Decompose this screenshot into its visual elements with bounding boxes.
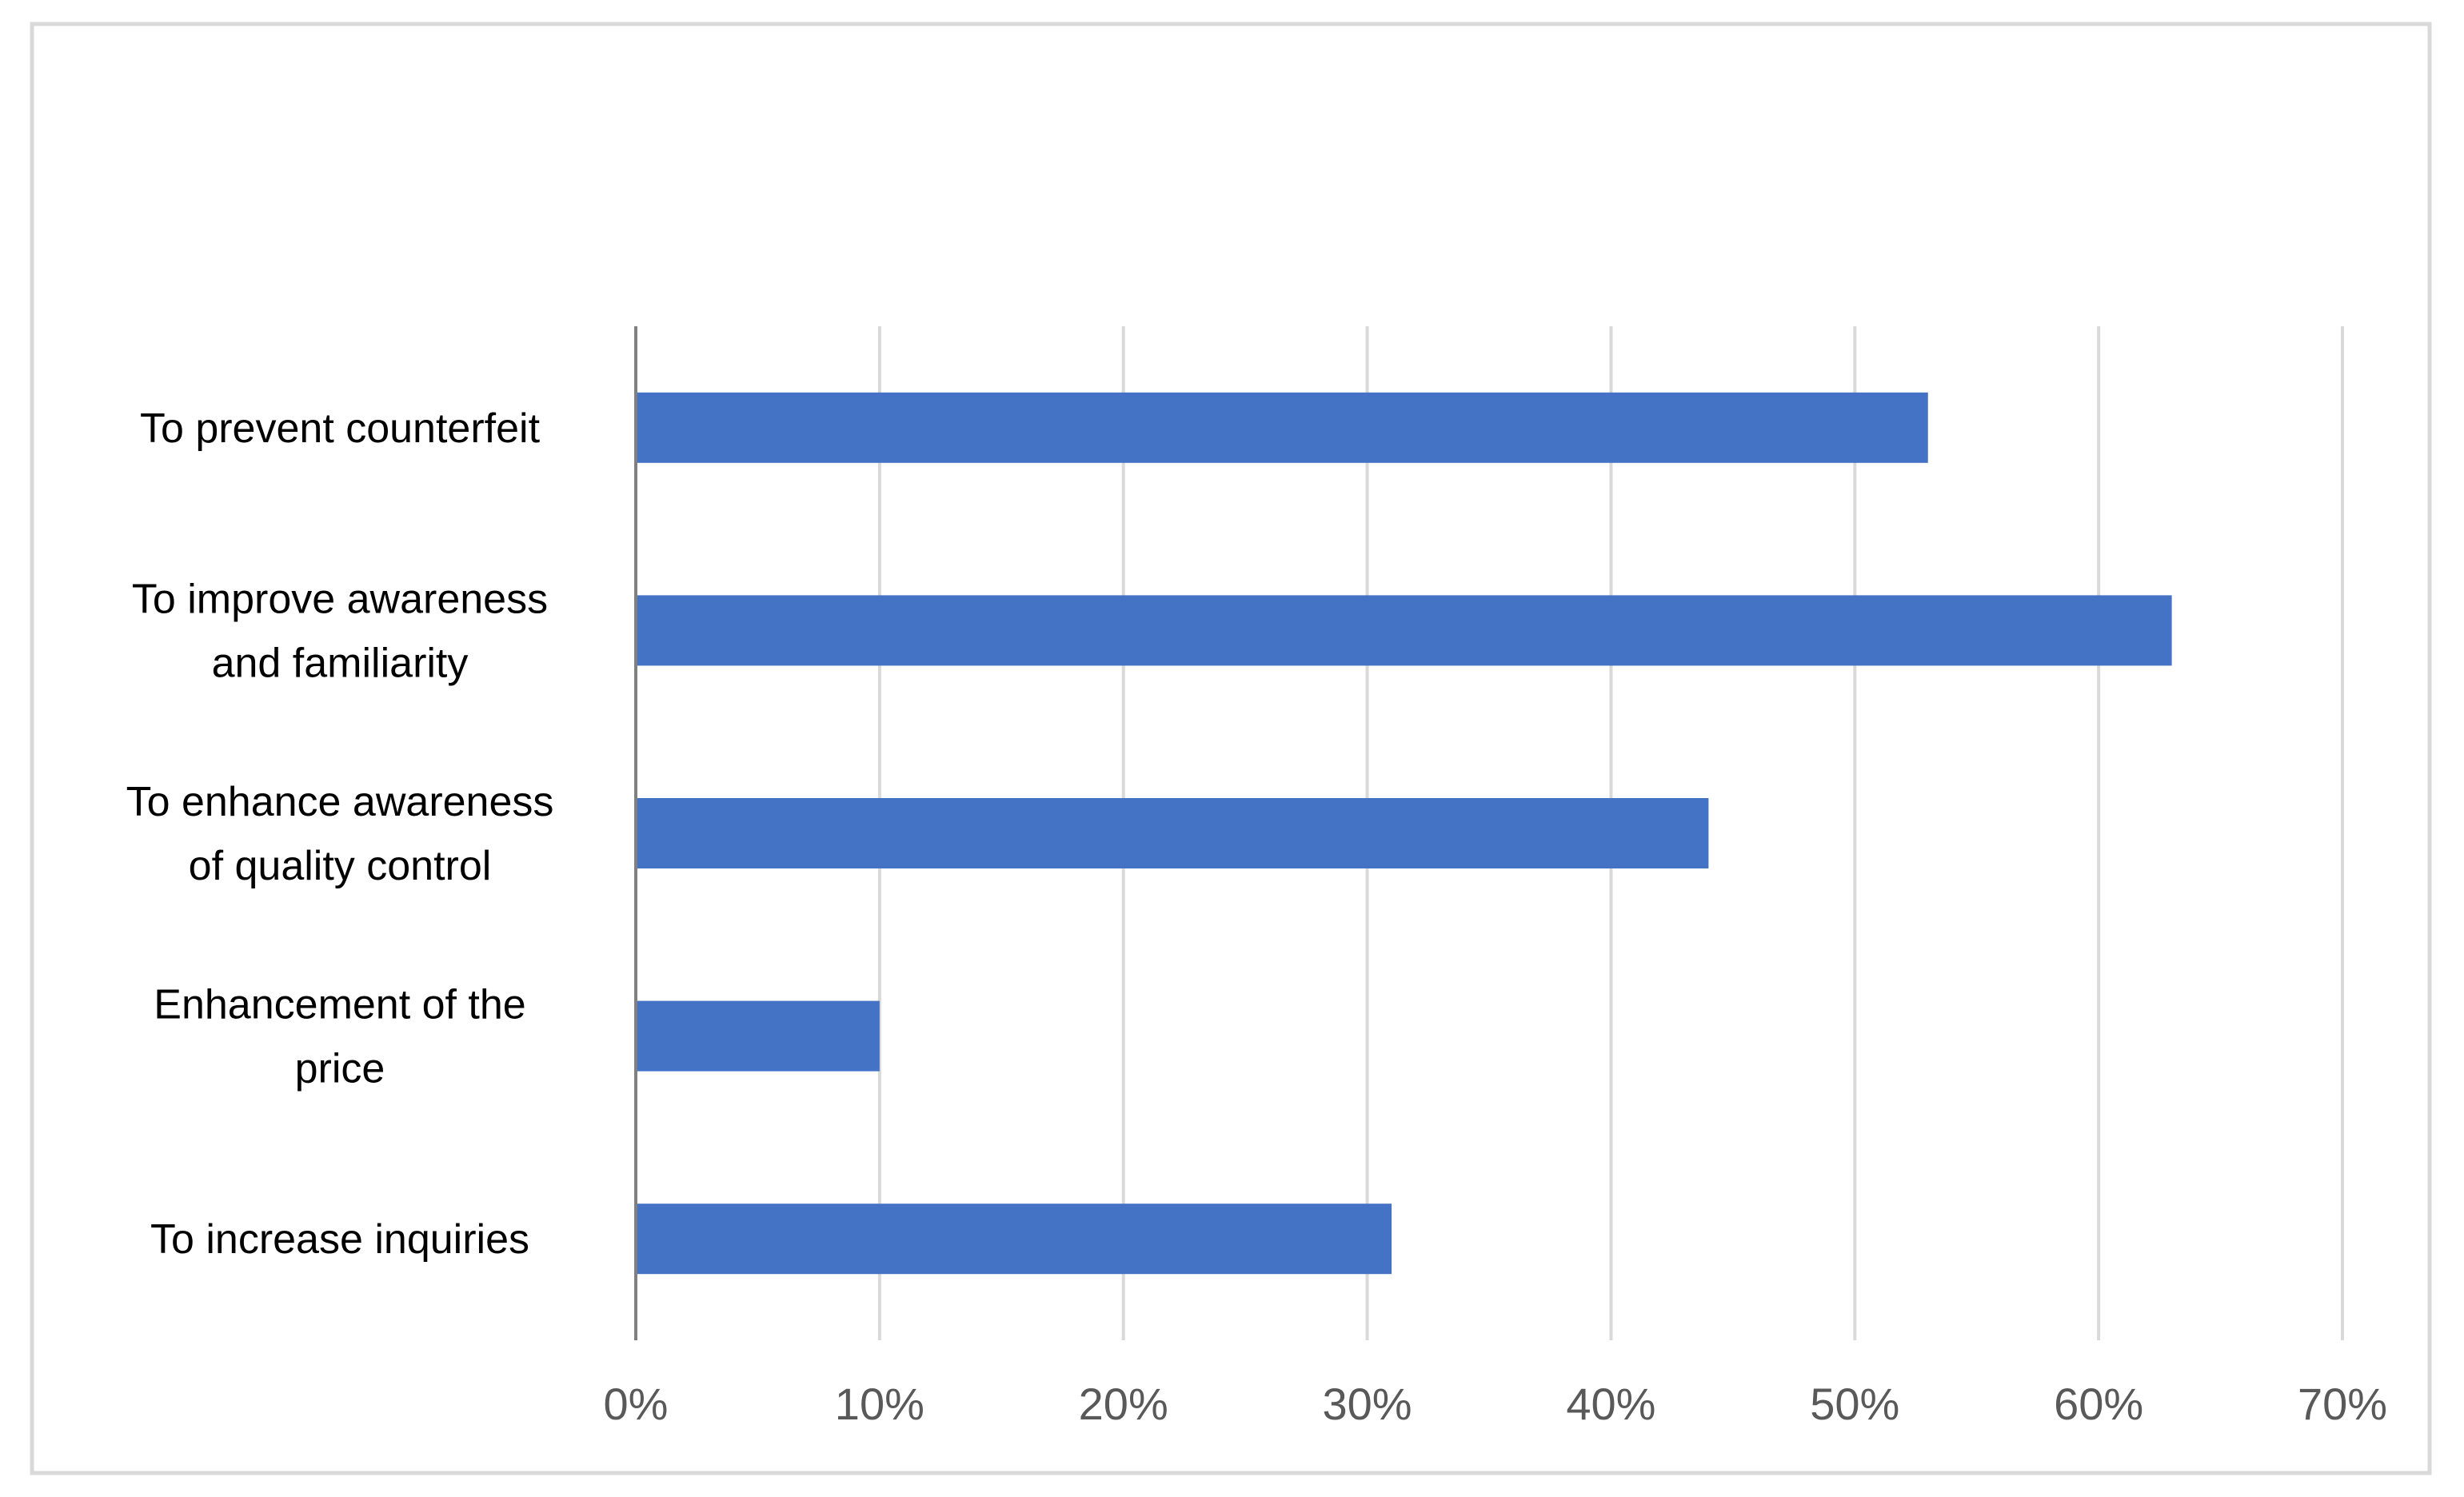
x-tick-label: 10% bbox=[835, 1379, 924, 1429]
category-label: To prevent counterfeit bbox=[140, 405, 541, 452]
x-tick-label: 30% bbox=[1323, 1379, 1412, 1429]
bar bbox=[636, 595, 2172, 666]
bar bbox=[636, 392, 1928, 463]
x-tick-label: 20% bbox=[1079, 1379, 1168, 1429]
grid-lines bbox=[877, 326, 2344, 1340]
x-tick-label: 40% bbox=[1566, 1379, 1655, 1429]
category-label: price bbox=[295, 1046, 385, 1092]
x-tick-label: 60% bbox=[2054, 1379, 2143, 1429]
category-label: Enhancement of the bbox=[154, 982, 525, 1028]
bar bbox=[636, 1204, 1392, 1275]
category-label: of quality control bbox=[189, 843, 492, 889]
bar bbox=[636, 798, 1709, 868]
x-tick-label: 0% bbox=[604, 1379, 669, 1429]
category-label: and familiarity bbox=[212, 640, 469, 686]
x-tick-label: 70% bbox=[2298, 1379, 2387, 1429]
bars bbox=[636, 392, 2172, 1275]
x-tick-labels: 0% 10% 20% 30% 40% 50% 60% 70% bbox=[604, 1379, 2388, 1429]
category-label: To enhance awareness bbox=[126, 779, 554, 825]
category-labels: To prevent counterfeit To improve awarene… bbox=[126, 405, 554, 1263]
category-label: To increase inquiries bbox=[150, 1216, 529, 1263]
category-label: To improve awareness bbox=[132, 576, 548, 622]
x-tick-label: 50% bbox=[1810, 1379, 1899, 1429]
bar bbox=[636, 1000, 880, 1072]
